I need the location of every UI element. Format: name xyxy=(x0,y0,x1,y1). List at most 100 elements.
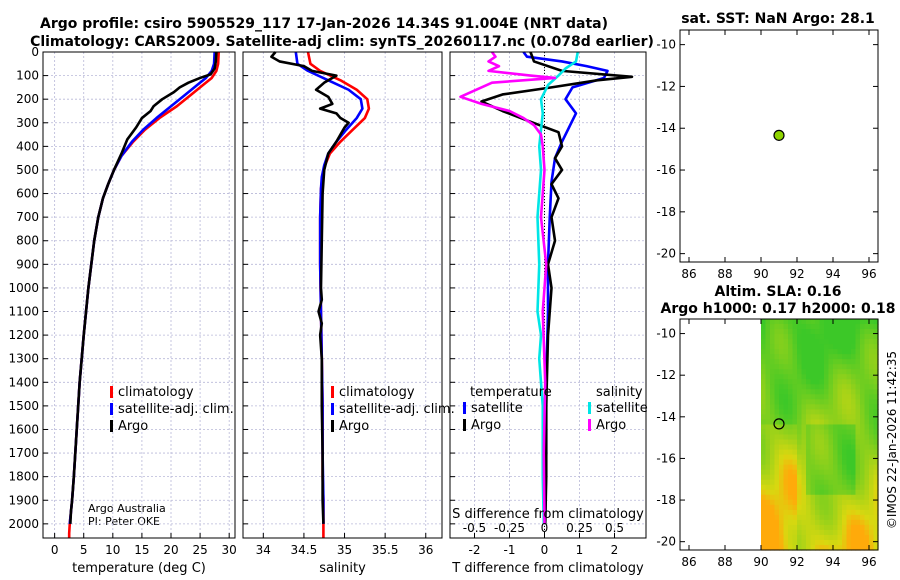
heatmap-cell xyxy=(846,529,852,536)
heatmap-cell xyxy=(842,509,848,516)
heatmap-cell xyxy=(815,449,821,456)
heatmap-cell xyxy=(819,459,825,466)
heatmap-cell xyxy=(846,474,852,481)
credit-line1: Argo Australia xyxy=(88,502,166,515)
heatmap-cell xyxy=(761,349,767,355)
heatmap-cell xyxy=(774,544,780,551)
heatmap-cell xyxy=(801,474,807,481)
heatmap-cell xyxy=(801,499,807,506)
heatmap-cell xyxy=(761,329,767,335)
heatmap-cell xyxy=(846,524,852,531)
heatmap-cell xyxy=(792,429,798,436)
heatmap-cell xyxy=(765,479,771,486)
heatmap-cell xyxy=(815,364,821,370)
heatmap-cell xyxy=(824,479,830,486)
heatmap-cell xyxy=(824,404,830,410)
heatmap-cell xyxy=(810,504,816,511)
heatmap-cell xyxy=(779,479,785,486)
heatmap-cell xyxy=(801,419,807,426)
heatmap-cell xyxy=(761,424,767,431)
heatmap-cell xyxy=(783,484,789,491)
heatmap-cell xyxy=(851,474,857,481)
heatmap-cell xyxy=(855,459,861,466)
heatmap-cell xyxy=(828,339,834,345)
heatmap-cell xyxy=(810,429,816,436)
heatmap-cell xyxy=(810,319,816,325)
heatmap-cell xyxy=(837,544,843,551)
heatmap-cell xyxy=(774,329,780,335)
legend-label: Argo xyxy=(471,418,501,433)
legend-label: satellite-adj. clim. xyxy=(118,402,234,417)
heatmap-cell xyxy=(828,464,834,471)
heatmap-cell xyxy=(801,359,807,365)
heatmap-cell xyxy=(824,524,830,531)
heatmap-cell xyxy=(792,509,798,516)
heatmap-cell xyxy=(810,484,816,491)
heatmap-cell xyxy=(860,349,866,355)
heatmap-cell xyxy=(864,444,870,451)
heatmap-cell xyxy=(801,509,807,516)
heatmap-cell xyxy=(860,509,866,516)
heatmap-cell xyxy=(837,384,843,390)
heatmap-cell xyxy=(797,359,803,365)
heatmap-cell xyxy=(779,409,785,416)
heatmap-cell xyxy=(770,404,776,410)
heatmap-cell xyxy=(792,454,798,461)
heatmap-cell xyxy=(779,434,785,441)
x-tick-label: 35 xyxy=(337,543,352,557)
heatmap-cell xyxy=(855,329,861,335)
heatmap-cell xyxy=(837,339,843,345)
heatmap-cell xyxy=(761,519,767,526)
heatmap-cell xyxy=(873,359,879,365)
heatmap-cell xyxy=(774,424,780,431)
heatmap-cell xyxy=(765,329,771,335)
legend-label: Argo xyxy=(596,418,626,433)
heatmap-cell xyxy=(761,534,767,541)
heatmap-cell xyxy=(765,404,771,410)
heatmap-cell xyxy=(846,379,852,385)
axes-frame xyxy=(42,51,236,539)
y-tick-label: -12 xyxy=(656,368,676,382)
heatmap-cell xyxy=(810,474,816,481)
heatmap-cell xyxy=(855,384,861,390)
heatmap-cell xyxy=(783,429,789,436)
heatmap-cell xyxy=(783,539,789,546)
heatmap-cell xyxy=(792,444,798,451)
heatmap-cell xyxy=(855,364,861,370)
heatmap-cell xyxy=(842,539,848,546)
y-tick-label: 1100 xyxy=(8,305,39,319)
heatmap-cell xyxy=(770,484,776,491)
heatmap-cell xyxy=(783,499,789,506)
heatmap-cell xyxy=(855,534,861,541)
heatmap-cell xyxy=(761,444,767,451)
heatmap-cell xyxy=(873,374,879,380)
heatmap-cell xyxy=(783,534,789,541)
heatmap-cell xyxy=(842,434,848,441)
heatmap-cell xyxy=(783,399,789,405)
heatmap-cell xyxy=(869,539,875,546)
heatmap-cell xyxy=(788,339,794,345)
heatmap-cell xyxy=(815,534,821,541)
heatmap-cell xyxy=(810,539,816,546)
heatmap-cell xyxy=(869,384,875,390)
heatmap-cell xyxy=(864,544,870,551)
s-tick-label: -0.25 xyxy=(494,521,525,535)
heatmap-cell xyxy=(833,329,839,335)
heatmap-cell xyxy=(846,359,852,365)
legend-label: Argo xyxy=(118,419,148,434)
heatmap-cell xyxy=(873,494,879,501)
heatmap-cell xyxy=(783,414,789,421)
heatmap-cell xyxy=(873,454,879,461)
heatmap-cell xyxy=(824,519,830,526)
heatmap-cell xyxy=(783,424,789,431)
heatmap-cell xyxy=(864,499,870,506)
heatmap-cell xyxy=(765,514,771,521)
heatmap-cell xyxy=(855,524,861,531)
heatmap-cell xyxy=(792,414,798,421)
heatmap-cell xyxy=(864,474,870,481)
heatmap-cell xyxy=(810,444,816,451)
y-tick-label: 500 xyxy=(16,163,39,177)
s-tick-label: -0.5 xyxy=(463,521,486,535)
panel-difference: -2 -1 0 1 2 T difference from climatology temp… xyxy=(449,51,648,576)
heatmap-cell xyxy=(837,444,843,451)
